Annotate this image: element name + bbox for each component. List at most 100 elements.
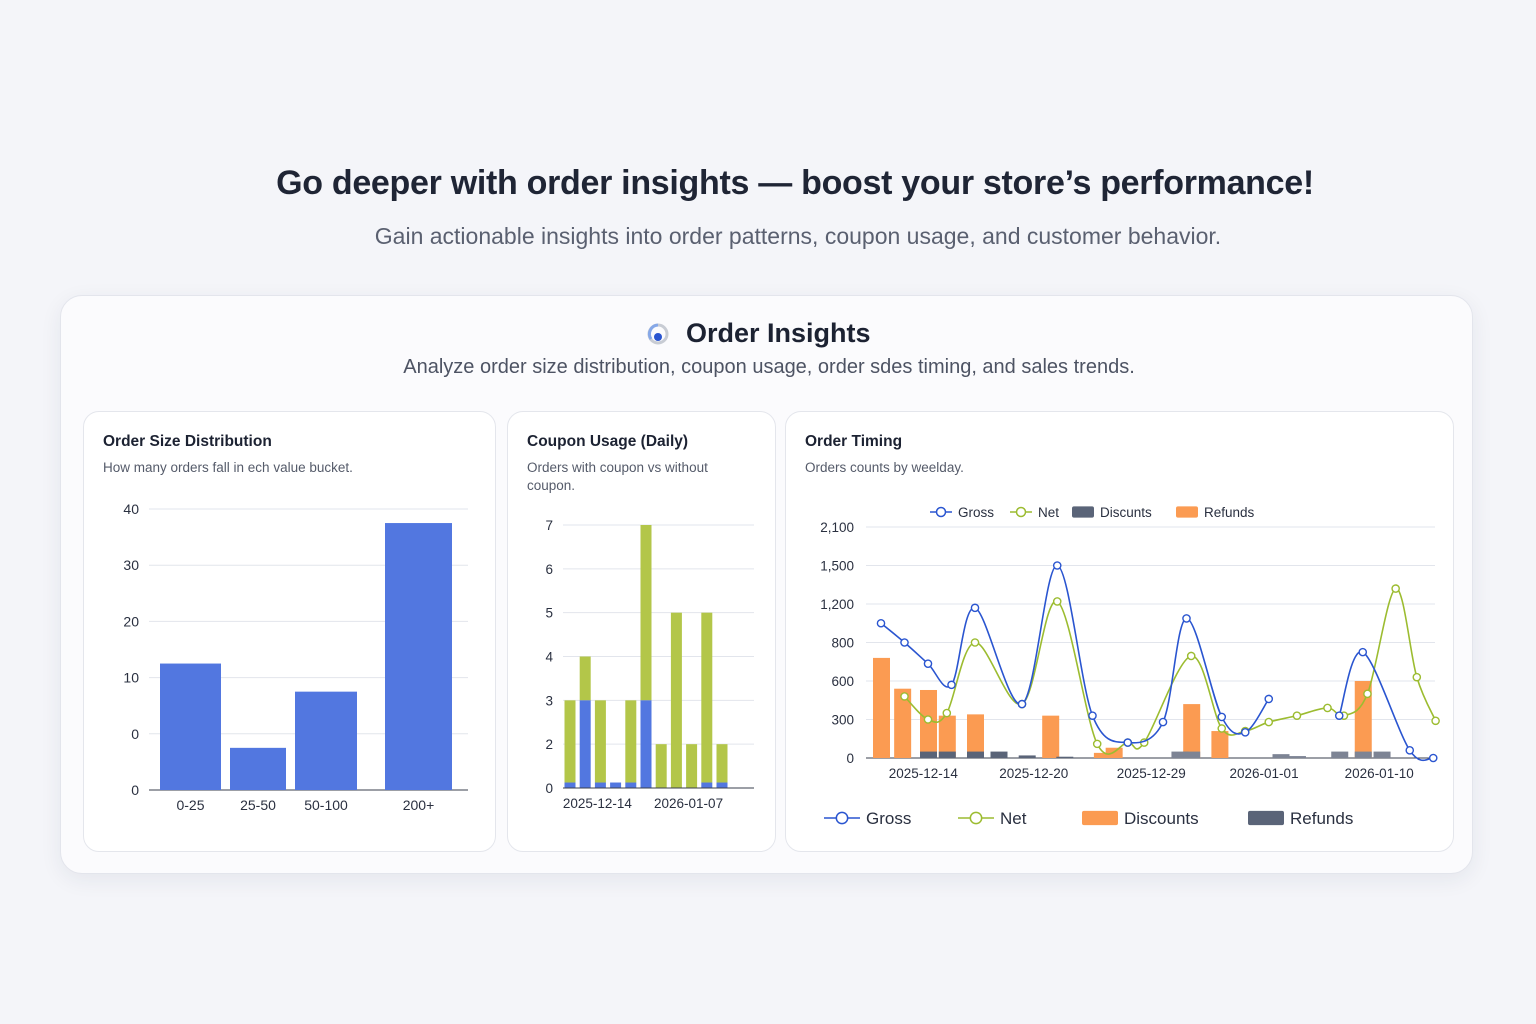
bar bbox=[385, 523, 452, 790]
refund-bar bbox=[920, 689, 937, 758]
legend-label: Discunts bbox=[1100, 505, 1152, 520]
bar-with-coupon bbox=[610, 782, 622, 788]
insights-pie-icon bbox=[647, 323, 669, 345]
gross-point bbox=[876, 618, 886, 628]
discount-bar bbox=[1183, 751, 1201, 758]
net-point bbox=[923, 715, 933, 724]
card-title: Order Insights bbox=[686, 318, 871, 348]
coupon-usage-chart: 7 6 5 4 3 2 0 2025-12-14 2026-01-07 bbox=[545, 518, 754, 811]
y-tick-label: 40 bbox=[123, 501, 139, 517]
gross-point bbox=[1088, 711, 1097, 720]
y-tick-label: 0 bbox=[131, 726, 139, 742]
legend-marker-icon bbox=[835, 811, 849, 825]
hero-subtitle: Gain actionable insights into order patt… bbox=[374, 223, 1222, 249]
legend-label: Gross bbox=[958, 505, 994, 520]
bar-with-coupon bbox=[579, 700, 591, 788]
refund-bar bbox=[967, 714, 984, 758]
net-point bbox=[1412, 672, 1422, 682]
y-tick-label: 300 bbox=[831, 713, 854, 728]
discount-bar bbox=[938, 751, 956, 758]
bar-with-coupon bbox=[640, 700, 652, 788]
order-size-panel: Order Size Distribution How many orders … bbox=[83, 411, 496, 852]
net-point bbox=[1391, 584, 1400, 593]
legend-swatch-icon bbox=[1082, 810, 1118, 826]
bar-with-coupon bbox=[564, 782, 576, 788]
panel-subtitle: Orders counts by weelday. bbox=[805, 460, 964, 475]
y-tick-label: 5 bbox=[545, 606, 553, 621]
gross-point bbox=[1052, 561, 1062, 570]
x-tick-label: 2026-01-07 bbox=[654, 796, 723, 811]
discount-bar bbox=[1354, 751, 1372, 758]
order-timing-chart: 2,100 1,500 1,200 800 600 300 0 2025-12-14 2025-… bbox=[820, 505, 1440, 828]
legend-swatch-icon bbox=[1176, 506, 1198, 518]
y-tick-label: 6 bbox=[545, 562, 553, 577]
discount-bar bbox=[1288, 756, 1306, 758]
net-point bbox=[1363, 689, 1372, 699]
refund-bar bbox=[1354, 681, 1372, 758]
gross-line bbox=[1338, 651, 1434, 762]
coupon-usage-panel: Coupon Usage (Daily) Orders with coupon … bbox=[507, 411, 776, 852]
x-tick-label: 0-25 bbox=[176, 797, 204, 813]
y-tick-label: 4 bbox=[545, 650, 553, 665]
bar-with-coupon bbox=[594, 782, 606, 788]
discount-bar bbox=[920, 751, 937, 758]
panel-title: Order Timing bbox=[805, 433, 903, 450]
legend-label: Gross bbox=[866, 809, 911, 828]
y-tick-label: 3 bbox=[545, 693, 553, 708]
bar-without-coupon bbox=[640, 525, 652, 701]
net-point bbox=[1217, 724, 1227, 733]
net-point bbox=[1323, 703, 1332, 713]
gross-point bbox=[900, 638, 909, 647]
legend-swatch-icon bbox=[1248, 810, 1284, 826]
x-tick-label: 2025-12-14 bbox=[563, 796, 633, 811]
bar-without-coupon bbox=[594, 700, 606, 783]
x-tick-label: 200+ bbox=[403, 797, 435, 813]
net-point bbox=[1264, 717, 1274, 727]
y-tick-label: 2,100 bbox=[820, 520, 854, 535]
bar-without-coupon bbox=[701, 612, 713, 783]
net-point bbox=[942, 708, 952, 718]
x-tick-label: 50-100 bbox=[304, 797, 348, 813]
legend-label: Refunds bbox=[1290, 809, 1353, 828]
y-tick-label: 2 bbox=[545, 737, 553, 752]
bar-without-coupon bbox=[579, 656, 591, 701]
bar bbox=[160, 663, 221, 790]
bar-with-coupon bbox=[716, 782, 728, 788]
legend-marker-icon bbox=[935, 506, 947, 518]
y-tick-label: 800 bbox=[831, 636, 854, 651]
gross-point bbox=[1264, 694, 1274, 704]
y-tick-label: 1,200 bbox=[820, 597, 854, 612]
legend-swatch-icon bbox=[1072, 506, 1094, 518]
bar-without-coupon bbox=[625, 700, 637, 783]
discount-bar bbox=[967, 751, 984, 758]
x-tick-label: 2025-12-14 bbox=[889, 766, 959, 781]
gross-point bbox=[1334, 711, 1344, 720]
bar-without-coupon bbox=[716, 744, 728, 783]
gross-point bbox=[1182, 614, 1191, 623]
refund-bar bbox=[1093, 752, 1111, 758]
x-tick-label: 2026-01-01 bbox=[1230, 766, 1299, 781]
discount-bar bbox=[1018, 755, 1036, 758]
refund-bar bbox=[1211, 731, 1229, 758]
legend-label: Net bbox=[1038, 505, 1059, 520]
card-subtitle: Analyze order size distribution, coupon … bbox=[403, 356, 1135, 378]
x-tick-label: 2026-01-10 bbox=[1345, 766, 1414, 781]
net-point bbox=[1292, 711, 1302, 720]
y-tick-label: 0 bbox=[846, 751, 854, 766]
panel-subtitle: How many orders fall in ech value bucket… bbox=[103, 460, 353, 475]
bar bbox=[295, 691, 357, 790]
legend-marker-icon bbox=[1015, 506, 1027, 518]
bar-without-coupon bbox=[564, 700, 576, 783]
hero-title: Go deeper with order insights — boost yo… bbox=[276, 164, 1314, 202]
panel-title: Order Size Distribution bbox=[103, 433, 272, 450]
bar-with-coupon bbox=[625, 782, 637, 788]
y-tick-label: 0 bbox=[131, 782, 139, 798]
discount-bar bbox=[1171, 751, 1189, 758]
y-tick-label: 600 bbox=[831, 674, 854, 689]
bar-without-coupon bbox=[670, 612, 682, 788]
discount-bar bbox=[990, 751, 1008, 758]
net-point bbox=[1092, 739, 1102, 749]
discount-bar bbox=[1331, 751, 1349, 758]
net-point bbox=[1186, 651, 1196, 661]
discount-bar bbox=[1056, 756, 1074, 758]
